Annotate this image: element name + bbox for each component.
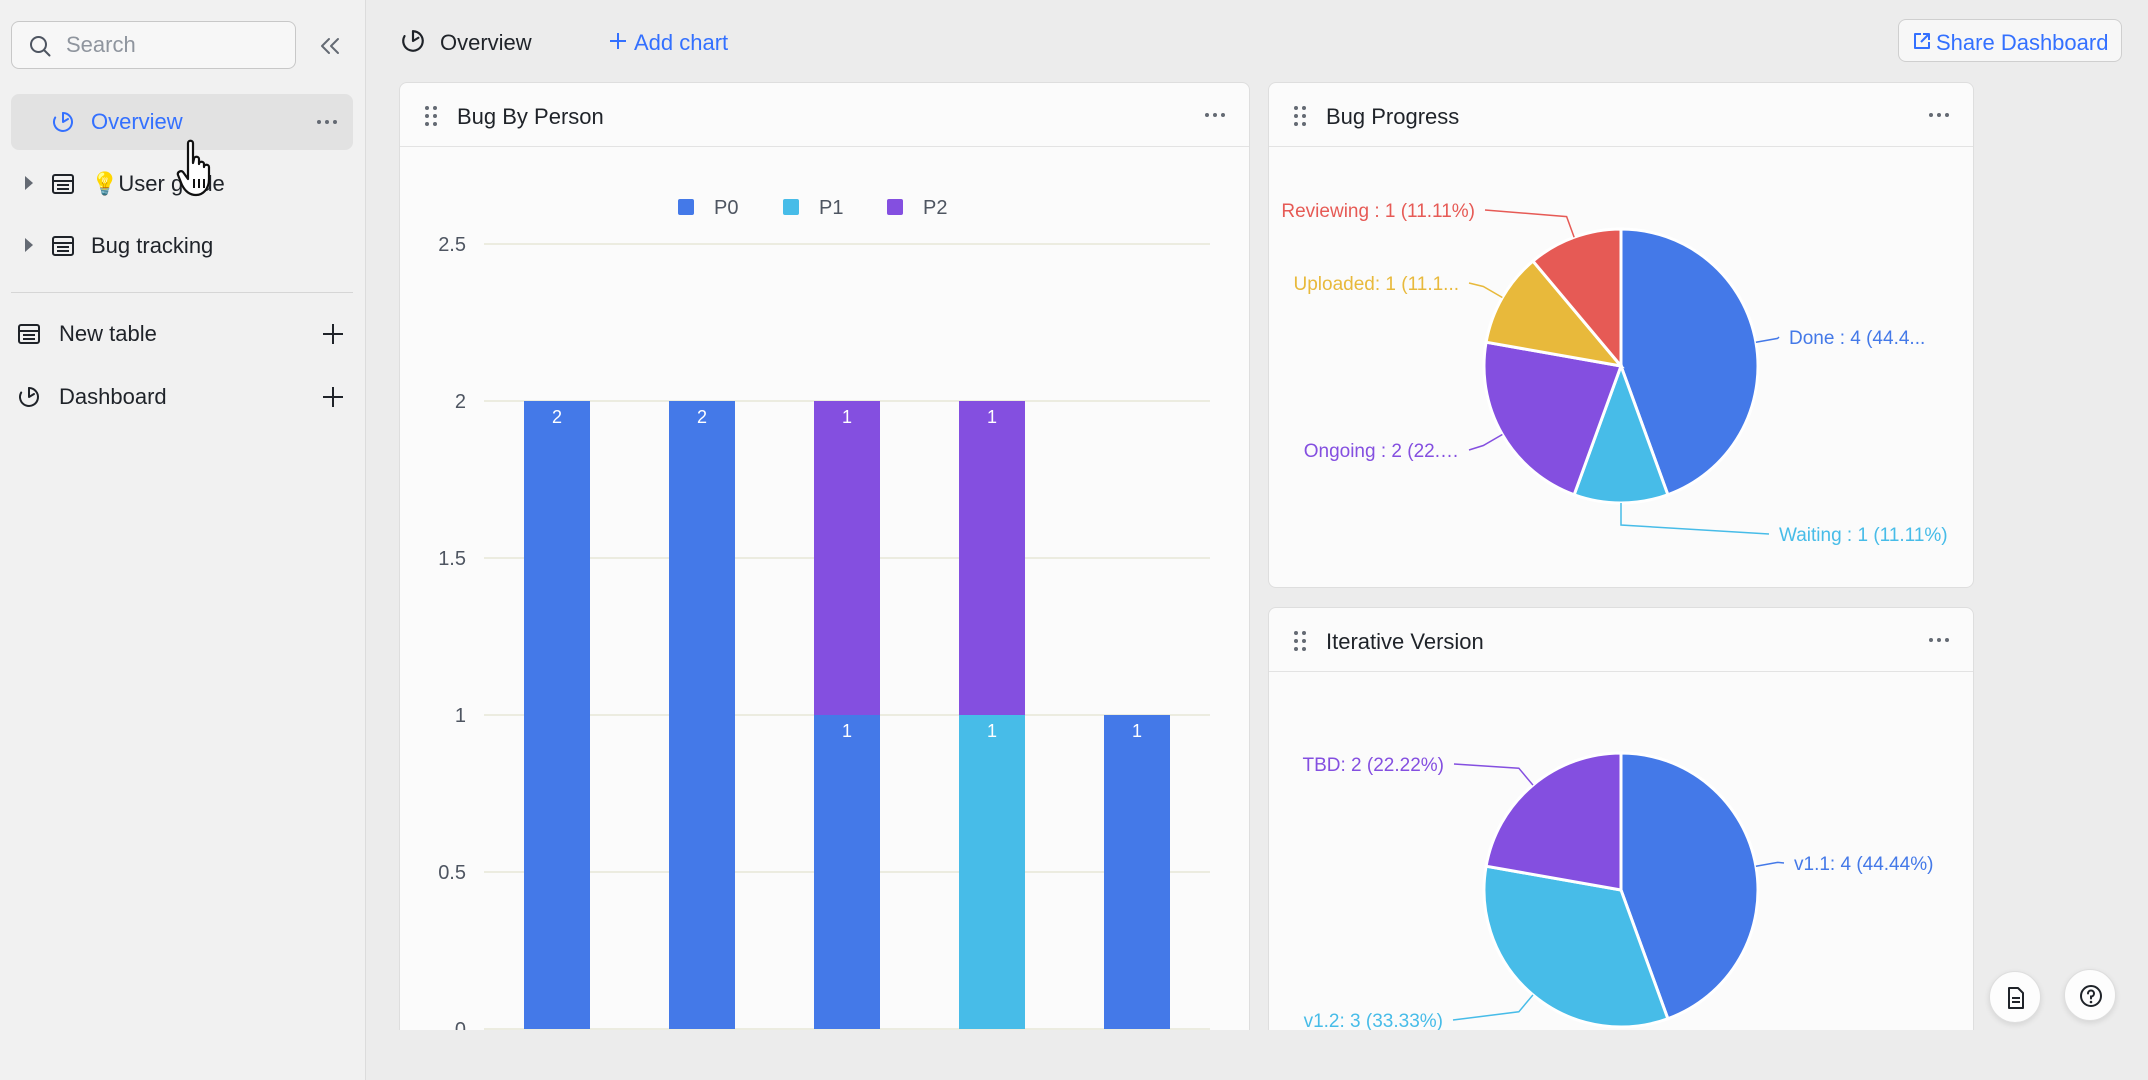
pie-slice-label: Done : 4 (44.4... <box>1789 328 1925 349</box>
card-title: Bug Progress <box>1326 104 1460 129</box>
drag-handle-icon[interactable] <box>424 105 438 127</box>
document-button[interactable] <box>1989 971 2041 1023</box>
sidebar-item-overview[interactable]: Overview <box>11 94 353 150</box>
y-tick-label: 1.5 <box>438 548 466 570</box>
sidebar-item-label: New table <box>59 321 157 346</box>
legend-swatch <box>783 199 799 215</box>
dashboard-icon <box>19 387 39 407</box>
bar-segment-P0[interactable] <box>669 401 735 1029</box>
bar-data-label: 1 <box>842 721 852 741</box>
add-table-plus-icon[interactable] <box>319 320 347 348</box>
more-options-icon[interactable] <box>1925 626 1953 654</box>
pie-leader-line <box>1484 209 1575 238</box>
y-tick-label: 1 <box>455 705 466 727</box>
sidebar-item-bug-tracking[interactable]: Bug tracking <box>11 218 353 274</box>
collapse-sidebar-icon[interactable] <box>316 32 344 60</box>
more-options-icon[interactable] <box>313 108 341 136</box>
sidebar-new-table[interactable]: New table <box>11 306 353 362</box>
legend-label: P1 <box>819 197 843 219</box>
help-icon <box>2080 985 2102 1007</box>
plus-icon <box>610 33 626 49</box>
more-options-icon[interactable] <box>1925 101 1953 129</box>
pie-leader-line <box>1468 433 1503 451</box>
sidebar-item-label: Dashboard <box>59 384 167 409</box>
bar-segment-P2[interactable] <box>959 401 1025 715</box>
tab-label: Overview <box>440 30 532 55</box>
pie-slice-tbd[interactable] <box>1484 751 1623 892</box>
expand-caret-icon[interactable] <box>25 176 33 190</box>
document-icon <box>2008 987 2024 1009</box>
legend-swatch <box>678 199 694 215</box>
pie-leader-line <box>1755 861 1785 867</box>
add-chart-label: Add chart <box>634 30 729 55</box>
bar-segment-P1[interactable] <box>959 715 1025 1029</box>
pie-slice-label: v1.2: 3 (33.33%) <box>1304 1011 1443 1032</box>
card-header: Bug By Person <box>400 83 1249 147</box>
table-icon <box>18 324 40 344</box>
sidebar-item-label: Overview <box>91 109 183 134</box>
pie-leader-line <box>1468 282 1503 299</box>
pie-chart: Done : 4 (44.4... Waiting : 1 (11.11%) Ong… <box>1281 201 1948 546</box>
bar-data-label: 1 <box>987 721 997 741</box>
help-button[interactable] <box>2064 969 2116 1021</box>
pie-leader-line <box>1620 503 1770 535</box>
y-tick-label: 0.5 <box>438 862 466 884</box>
share-label: Share Dashboard <box>1936 30 2109 55</box>
drag-handle-icon[interactable] <box>1293 105 1307 127</box>
dashboard-icon <box>402 30 424 52</box>
pie-leader-line <box>1452 994 1534 1021</box>
bar-data-label: 1 <box>987 407 997 427</box>
more-options-icon[interactable] <box>1201 101 1229 129</box>
card-title: Bug By Person <box>457 104 604 129</box>
table-icon <box>52 174 74 194</box>
legend-label: P0 <box>714 197 738 219</box>
pie-slice-label: Reviewing : 1 (11.11%) <box>1281 201 1475 222</box>
pie-leader-line <box>1755 336 1780 343</box>
bar-segment-P2[interactable] <box>814 401 880 715</box>
pie-slice-label: Waiting : 1 (11.11%) <box>1779 525 1948 546</box>
y-tick-label: 2 <box>455 391 466 413</box>
bar-data-label: 1 <box>842 407 852 427</box>
pie-chart: v1.1: 4 (44.44%) v1.2: 3 (33.33%) TBD: 2 (… <box>1303 751 1933 1032</box>
pie-slice-label: Ongoing : 2 (22.… <box>1304 441 1459 462</box>
bar-segment-P0[interactable] <box>814 715 880 1029</box>
pie-slice-label: Uploaded: 1 (11.1... <box>1294 274 1459 295</box>
pie-slice-label: TBD: 2 (22.22%) <box>1303 755 1445 776</box>
share-icon <box>1914 33 1930 49</box>
sidebar-item-label: Bug tracking <box>91 233 214 258</box>
expand-caret-icon[interactable] <box>25 238 33 252</box>
sidebar-dashboard[interactable]: Dashboard <box>11 369 353 425</box>
y-tick-label: 2.5 <box>438 234 466 256</box>
table-icon <box>52 236 74 256</box>
legend-label: P2 <box>923 197 947 219</box>
search-icon <box>30 36 51 57</box>
share-dashboard-button[interactable]: Share Dashboard <box>1898 19 2122 62</box>
add-dashboard-plus-icon[interactable] <box>319 383 347 411</box>
card-header: Iterative Version <box>1269 608 1973 672</box>
drag-handle-icon[interactable] <box>1293 630 1307 652</box>
bar-data-label: 2 <box>552 407 562 427</box>
bar-data-label: 1 <box>1132 721 1142 741</box>
pie-slice-label: v1.1: 4 (44.44%) <box>1794 854 1933 875</box>
hand-cursor-icon <box>176 139 211 197</box>
page-bottom-area <box>367 1030 2148 1080</box>
bar-segment-P0[interactable] <box>524 401 590 1029</box>
bar-segment-P0[interactable] <box>1104 715 1170 1029</box>
card-title: Iterative Version <box>1326 629 1484 654</box>
chart-card-iterative-version: v1.1: 4 (44.44%) v1.2: 3 (33.33%) TBD: 2 (… <box>1268 607 1974 1080</box>
card-header: Bug Progress <box>1269 83 1973 147</box>
bar-data-label: 2 <box>697 407 707 427</box>
legend-swatch <box>887 199 903 215</box>
divider <box>11 292 353 293</box>
pie-leader-line <box>1453 763 1534 786</box>
top-bar: Overview Add chart Share Dashboard <box>367 0 2148 80</box>
chart-card-bug-progress: Done : 4 (44.4... Waiting : 1 (11.11%) Ong… <box>1268 82 1974 588</box>
dashboard-icon <box>53 112 73 132</box>
search-box[interactable] <box>11 21 296 69</box>
search-input[interactable] <box>66 30 286 60</box>
